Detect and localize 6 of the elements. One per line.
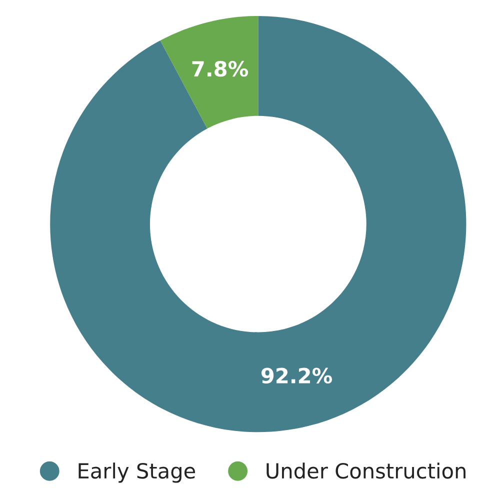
data-label: 7.8% bbox=[192, 60, 248, 77]
legend-label: Under Construction bbox=[266, 462, 466, 479]
donut-slice bbox=[160, 16, 258, 129]
donut-slice bbox=[50, 16, 466, 432]
data-label: 92.2% bbox=[261, 368, 332, 384]
legend-label: Early Stage bbox=[78, 462, 196, 483]
